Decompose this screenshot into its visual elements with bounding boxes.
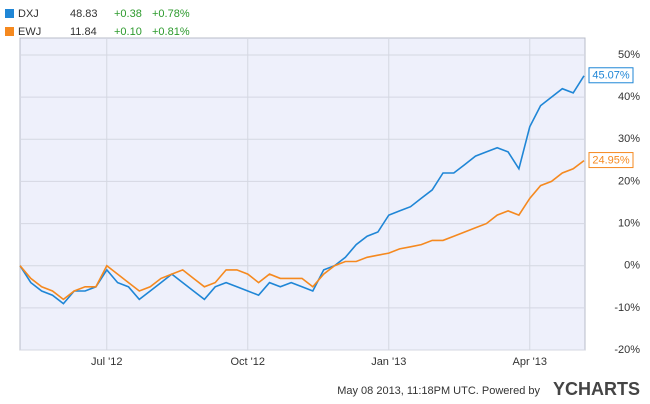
plot-area xyxy=(19,37,586,351)
legend-change-pct: +0.78% xyxy=(152,8,190,20)
x-tick-label: Jul '12 xyxy=(91,356,122,368)
brand: YCHARTS xyxy=(553,379,640,399)
footer: May 08 2013, 11:18PM UTC. Powered by xyxy=(337,385,540,397)
legend-change: +0.38 xyxy=(114,8,142,20)
y-tick-label: 40% xyxy=(618,91,640,103)
legend-change-pct: +0.81% xyxy=(152,26,190,38)
end-label-box xyxy=(588,152,634,169)
legend-name: DXJ xyxy=(18,8,39,20)
legend-last: 48.83 xyxy=(70,8,98,20)
legend-change: +0.10 xyxy=(114,26,142,38)
legend-last: 11.84 xyxy=(70,26,97,38)
x-tick-label: Jan '13 xyxy=(371,356,406,368)
y-tick-label: 30% xyxy=(618,133,640,145)
end-label-box xyxy=(588,67,634,84)
y-tick-label: 0% xyxy=(624,260,640,272)
legend-swatch xyxy=(5,27,14,36)
y-tick-label: 50% xyxy=(618,49,640,61)
y-tick-label: 10% xyxy=(618,217,640,229)
x-tick-label: Oct '12 xyxy=(231,356,266,368)
x-tick-label: Apr '13 xyxy=(513,356,548,368)
series-line xyxy=(19,159,585,301)
y-tick-label: -20% xyxy=(614,344,640,356)
legend-name: EWJ xyxy=(18,26,41,38)
end-label: 45.07% xyxy=(592,70,630,82)
y-tick-label: -10% xyxy=(614,302,640,314)
legend-swatch xyxy=(5,9,14,18)
y-tick-label: 20% xyxy=(618,175,640,187)
series-line xyxy=(19,75,585,305)
end-label: 24.95% xyxy=(592,154,630,166)
